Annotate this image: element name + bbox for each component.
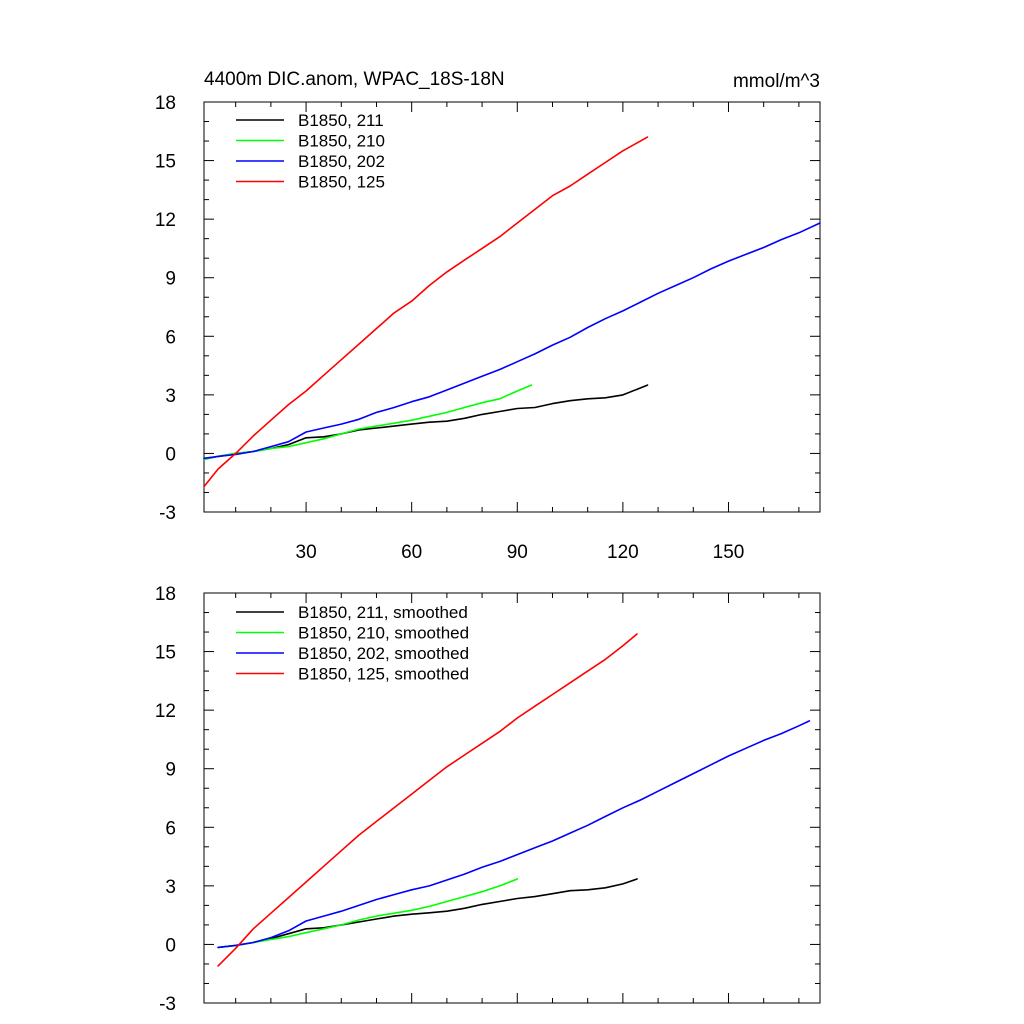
- x-tick-label: 30: [296, 542, 317, 563]
- series-line: [203, 222, 821, 460]
- y-tick-label: 18: [155, 584, 176, 605]
- y-tick-label: 9: [165, 760, 176, 781]
- y-tick-label: 18: [155, 93, 176, 114]
- y-tick-label: 6: [165, 818, 176, 839]
- legend-label: B1850, 211: [298, 111, 384, 130]
- y-tick-label: 3: [165, 386, 176, 407]
- series-line: [217, 720, 811, 949]
- chart-title: 4400m DIC.anom, WPAC_18S-18N: [204, 69, 505, 90]
- legend-label: B1850, 125, smoothed: [298, 665, 469, 684]
- legend-label: B1850, 202: [298, 152, 385, 171]
- bottom-panel: -3 0 3 6 9 12 15 18 B1850, 211, smoothed B1850, 2…: [155, 584, 821, 1015]
- y-tick-label: 0: [165, 444, 176, 465]
- legend-label: B1850, 210: [298, 132, 385, 151]
- y-tick-label: 12: [155, 210, 176, 231]
- x-tick-label: 90: [507, 542, 528, 563]
- series-line: [203, 136, 649, 488]
- legend-label: B1850, 210, smoothed: [298, 624, 469, 643]
- units-label: mmol/m^3: [733, 71, 820, 92]
- legend-label: B1850, 202, smoothed: [298, 644, 469, 663]
- series-line: [203, 384, 533, 461]
- plot-frame: [203, 101, 821, 513]
- top-panel: -3 0 3 6 9 12 15 18 30 60 90 120 150 B1850, 211 B1850,…: [155, 93, 821, 563]
- x-tick-label: 120: [607, 542, 639, 563]
- series-line: [217, 633, 638, 967]
- y-tick-label: 6: [165, 327, 176, 348]
- y-tick-label: -3: [159, 503, 176, 524]
- x-tick-label: 60: [401, 542, 422, 563]
- y-tick-label: 15: [155, 152, 176, 173]
- legend-label: B1850, 125: [298, 173, 385, 192]
- y-tick-label: -3: [159, 994, 176, 1015]
- y-tick-label: 15: [155, 643, 176, 664]
- y-tick-label: 9: [165, 269, 176, 290]
- plot-frame: [203, 592, 821, 1004]
- y-tick-label: 12: [155, 701, 176, 722]
- series-line: [217, 878, 519, 949]
- y-tick-label: 3: [165, 877, 176, 898]
- series-line: [217, 878, 638, 949]
- legend-label: B1850, 211, smoothed: [298, 603, 468, 622]
- y-tick-label: 0: [165, 935, 176, 956]
- x-tick-label: 150: [713, 542, 745, 563]
